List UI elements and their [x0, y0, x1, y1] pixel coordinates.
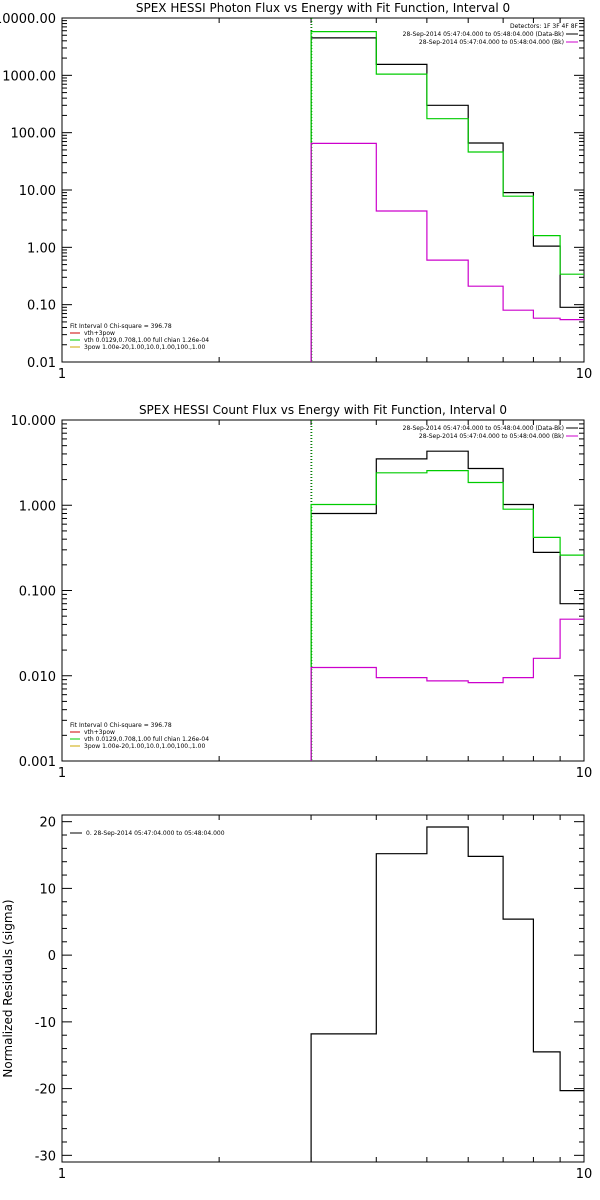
x-tick-label: 10 [576, 367, 593, 382]
y-tick-label: -20 [35, 1083, 56, 1098]
y-tick-label: 1.00 [27, 241, 56, 256]
y-tick-label: 0 [48, 949, 56, 964]
series-3-steps [310, 142, 584, 362]
y-tick-label: 10000.00 [0, 12, 56, 27]
x-tick-label: 1 [58, 367, 66, 382]
legend-fit-header: Fit Interval 0 Chi-square = 396.78 [70, 722, 172, 729]
chart-title: SPEX HESSI Photon Flux vs Energy with Fi… [136, 1, 510, 15]
x-tick-label: 1 [58, 1167, 66, 1182]
chart-panel-1: SPEX HESSI Photon Flux vs Energy with Fi… [0, 1, 592, 382]
series-2-steps [310, 31, 584, 362]
x-tick-label: 10 [576, 766, 593, 781]
x-tick-label: 10 [576, 1167, 593, 1182]
legend-entry: vth 0.0129,0.708,1.00 full chian 1.26e-0… [84, 337, 209, 344]
y-axis-label: Normalized Residuals (sigma) [1, 899, 15, 1077]
y-tick-label: 0.001 [19, 755, 56, 770]
series-3-steps [310, 618, 584, 761]
chart-title: SPEX HESSI Count Flux vs Energy with Fit… [139, 403, 507, 417]
legend-header: Detectors: 1F 3F 4F 8F [510, 23, 579, 30]
y-tick-label: 0.100 [19, 585, 56, 600]
y-tick-label: -30 [35, 1149, 56, 1164]
series-2-steps [310, 470, 584, 761]
y-tick-label: 20 [39, 816, 56, 831]
y-tick-label: 0.010 [19, 670, 56, 685]
y-tick-label: -10 [35, 1016, 56, 1031]
x-tick-label: 1 [58, 766, 66, 781]
chart-panel-2: SPEX HESSI Count Flux vs Energy with Fit… [11, 403, 593, 781]
y-tick-label: 0.10 [27, 299, 56, 314]
legend-entry: 3pow 1.00e-20,1.00,10.0,1.00,100.,1.00 [84, 743, 205, 750]
y-tick-label: 1000.00 [2, 69, 56, 84]
legend-entry: vth+3pow [84, 330, 115, 337]
legend-entry: 28-Sep-2014 05:47:04.000 to 05:48:04.000… [419, 433, 564, 440]
legend-entry: 28-Sep-2014 05:47:04.000 to 05:48:04.000… [403, 31, 564, 38]
y-tick-label: 10.000 [11, 414, 57, 429]
plot-frame [61, 814, 585, 1163]
legend-entry: vth 0.0129,0.708,1.00 full chian 1.26e-0… [84, 736, 209, 743]
y-tick-label: 100.00 [11, 127, 57, 142]
y-tick-label: 10 [39, 882, 56, 897]
legend-fit-header: Fit Interval 0 Chi-square = 396.78 [70, 323, 172, 330]
chart-panel-3: Normalized Residuals (sigma) 1 10 -30 -20 -10… [1, 814, 593, 1182]
y-tick-label: 1.000 [19, 499, 56, 514]
legend-entry: 0. 28-Sep-2014 05:47:04.000 to 05:48:04.… [86, 830, 225, 837]
legend-entry: vth+3pow [84, 729, 115, 736]
y-tick-label: 10.00 [19, 184, 56, 199]
y-tick-label: 0.01 [27, 356, 56, 371]
legend-entry: 28-Sep-2014 05:47:04.000 to 05:48:04.000… [419, 39, 564, 46]
legend-entry: 28-Sep-2014 05:47:04.000 to 05:48:04.000… [403, 425, 564, 432]
legend-entry: 3pow 1.00e-20,1.00,10.0,1.00,100.,1.00 [84, 344, 205, 351]
series-1-steps [310, 826, 584, 1162]
